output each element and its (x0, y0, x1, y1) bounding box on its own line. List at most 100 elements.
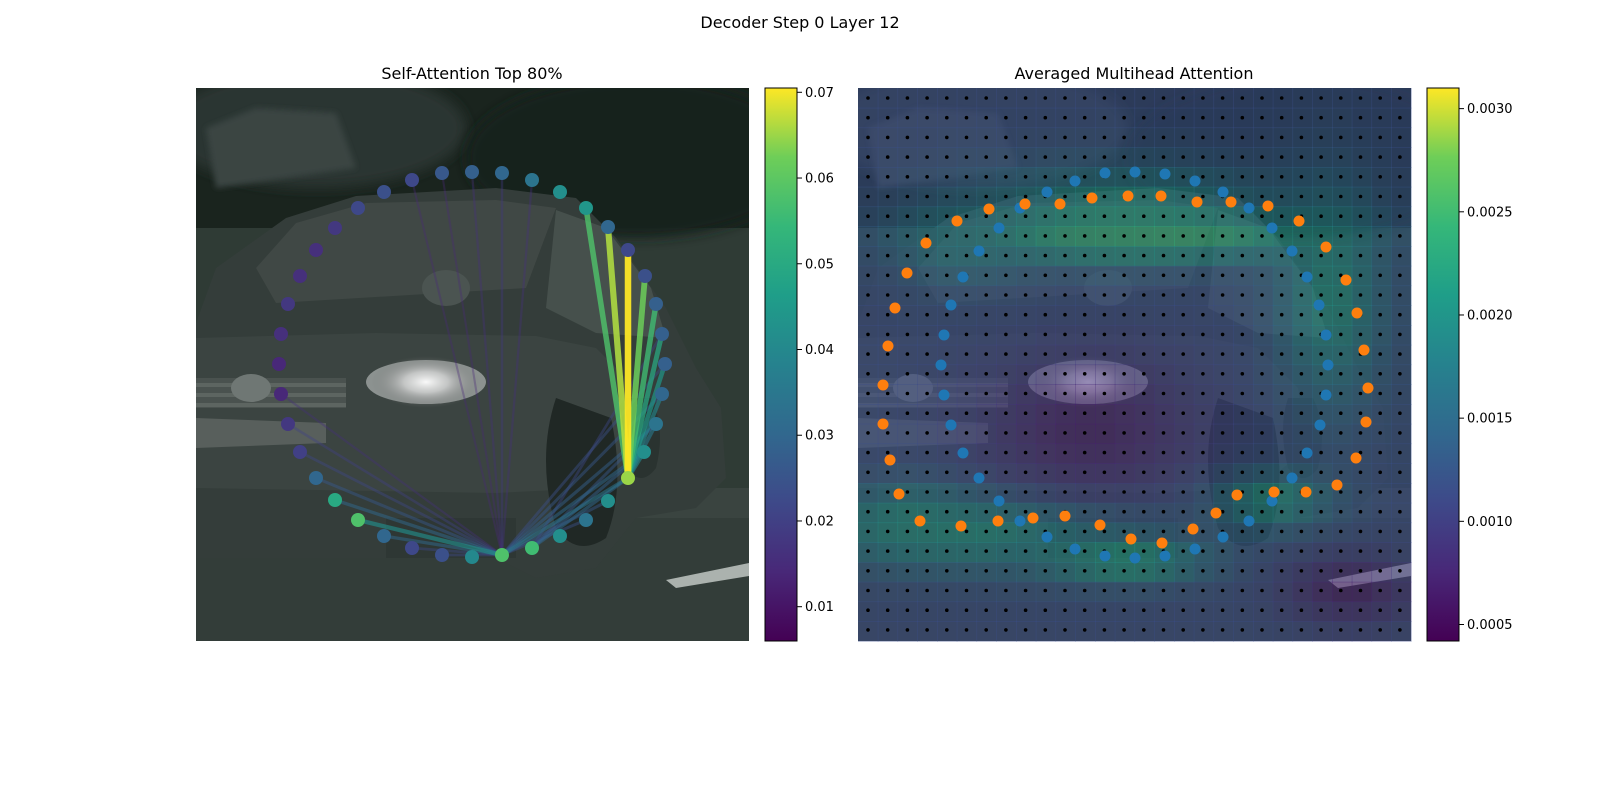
grid-point (1319, 450, 1323, 455)
grid-point (1201, 372, 1205, 376)
heatmap-cell (1371, 581, 1392, 603)
grid-point (905, 312, 910, 317)
heatmap-cell (1253, 581, 1274, 603)
attention-node-28 (281, 417, 295, 431)
grid-point (1043, 628, 1048, 632)
grid-point (866, 450, 870, 455)
grid-point (885, 372, 890, 376)
grid-point (1142, 253, 1146, 258)
rightTicks-label-1: 0.0010 (1467, 515, 1513, 530)
grid-point (1398, 332, 1402, 337)
grid-points (866, 96, 1402, 632)
grid-point (984, 490, 988, 494)
heatmap-cell (1292, 542, 1313, 563)
grid-point (1260, 332, 1264, 337)
grid-point (964, 214, 969, 218)
grid-point (964, 312, 969, 317)
grid-point (925, 273, 929, 278)
grid-point (1043, 332, 1048, 337)
grid-point (885, 96, 890, 100)
orange-point-7 (1191, 196, 1203, 208)
grid-point (945, 115, 949, 120)
orange-point-25 (1125, 533, 1137, 545)
grid-point (964, 352, 969, 356)
leftTicks-label-2: 0.03 (805, 429, 834, 444)
grid-point (1102, 234, 1107, 238)
grid-point (1122, 411, 1126, 416)
grid-point (1220, 608, 1225, 612)
grid-point (925, 450, 929, 455)
grid-point (866, 312, 870, 317)
attention-node-20 (465, 550, 479, 564)
grid-point (1240, 628, 1245, 632)
grid-point (964, 372, 969, 376)
grid-point (1082, 431, 1087, 435)
grid-point (925, 529, 929, 534)
grid-point (885, 529, 890, 534)
grid-point (1023, 549, 1028, 553)
grid-point (1279, 175, 1284, 179)
grid-point (1358, 490, 1363, 494)
grid-point (1043, 253, 1048, 258)
grid-point (1161, 588, 1166, 593)
orange-point-24 (1156, 537, 1168, 549)
grid-point (964, 135, 969, 140)
grid-point (1319, 549, 1323, 553)
orange-point-4 (1086, 192, 1098, 204)
grid-point (1142, 549, 1146, 553)
orange-point-17 (1350, 452, 1362, 464)
grid-point (1082, 569, 1087, 573)
grid-point (984, 588, 988, 593)
grid-point (1240, 312, 1245, 317)
grid-point (1398, 391, 1402, 396)
grid-point (1063, 332, 1067, 337)
grid-point (984, 569, 988, 573)
grid-point (1220, 490, 1225, 494)
attention-node-34 (309, 243, 323, 257)
grid-point (1260, 273, 1264, 278)
grid-point (1181, 273, 1185, 278)
grid-point (1240, 214, 1245, 218)
grid-point (1181, 96, 1185, 100)
grid-point (1279, 569, 1284, 573)
grid-point (1181, 115, 1185, 120)
grid-point (1023, 608, 1028, 612)
grid-point (885, 115, 890, 120)
grid-point (1339, 214, 1343, 218)
grid-point (1122, 115, 1126, 120)
grid-point (1142, 529, 1146, 534)
grid-point (1378, 115, 1382, 120)
grid-point (1398, 273, 1402, 278)
grid-point (925, 470, 929, 475)
grid-point (1279, 293, 1284, 297)
attention-node-22 (405, 541, 419, 555)
grid-point (1319, 588, 1323, 593)
grid-point (885, 549, 890, 553)
heatmap-cell (1391, 463, 1412, 484)
grid-point (1181, 608, 1185, 612)
grid-point (1004, 588, 1008, 593)
grid-point (1240, 431, 1245, 435)
grid-point (984, 312, 988, 317)
grid-point (1201, 529, 1205, 534)
grid-point (925, 155, 929, 159)
grid-point (1004, 569, 1008, 573)
grid-point (1122, 332, 1126, 337)
attention-node-24 (351, 513, 365, 527)
blue-point-20 (1159, 550, 1171, 562)
blue-point-34 (957, 271, 969, 283)
grid-point (1161, 273, 1166, 278)
grid-point (1299, 293, 1304, 297)
grid-point (866, 628, 870, 632)
grid-point (1161, 529, 1166, 534)
grid-point (1043, 608, 1048, 612)
grid-point (1378, 253, 1382, 258)
grid-point (1161, 214, 1166, 218)
grid-point (964, 490, 969, 494)
grid-point (1260, 135, 1264, 140)
grid-point (1240, 372, 1245, 376)
grid-point (1122, 431, 1126, 435)
grid-point (1299, 509, 1304, 514)
orange-point-29 (992, 515, 1004, 527)
